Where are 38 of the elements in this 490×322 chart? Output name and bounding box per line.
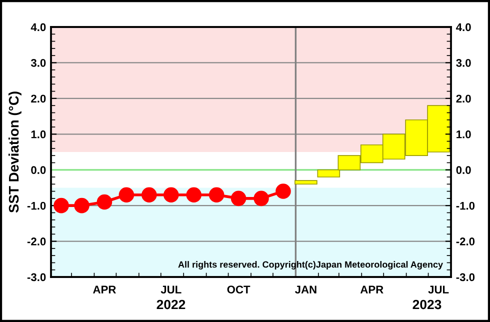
point bbox=[142, 187, 157, 202]
point bbox=[276, 184, 291, 199]
y-tick-label: -1.0 bbox=[27, 202, 46, 210]
x-tick-label: OCT bbox=[227, 286, 250, 294]
y2-tick-label: 0.0 bbox=[456, 166, 471, 174]
point bbox=[96, 194, 112, 210]
y2-tick-label: 3.0 bbox=[456, 58, 471, 67]
x-tick-label: JUL bbox=[160, 286, 182, 294]
point bbox=[254, 190, 269, 206]
x-tick-label: JAN bbox=[295, 286, 316, 294]
text: 2023 bbox=[412, 300, 442, 310]
y-axis-title: SST Deviation (°C) bbox=[8, 92, 22, 213]
y2-tick-label: 2.0 bbox=[456, 94, 471, 103]
y-tick-label: -3.0 bbox=[27, 273, 46, 282]
point bbox=[54, 198, 69, 214]
point bbox=[164, 187, 179, 202]
point bbox=[208, 187, 224, 202]
point bbox=[186, 187, 202, 202]
y-tick-label: 1.0 bbox=[31, 130, 46, 138]
y-tick-label: 3.0 bbox=[30, 58, 46, 67]
y2-tick-label: -1.0 bbox=[456, 202, 475, 210]
annotation: All rights reserved. Copyright(c)Japan Meteorological Agency bbox=[178, 261, 443, 270]
x-tick-label: APR bbox=[93, 286, 116, 294]
point bbox=[118, 187, 134, 202]
text: 2022 bbox=[156, 300, 186, 310]
y-tick-label: 4.0 bbox=[30, 23, 46, 32]
x-tick-label: APR bbox=[360, 286, 384, 294]
y-tick-label: 0.0 bbox=[31, 166, 46, 174]
y2-tick-label: -3.0 bbox=[456, 273, 475, 282]
y2-tick-label: -2.0 bbox=[456, 238, 475, 246]
y2-tick-label: 4.0 bbox=[456, 23, 471, 32]
bar bbox=[294, 180, 318, 185]
x-tick-label: JUL bbox=[428, 286, 449, 294]
y-tick-label: -2.0 bbox=[27, 238, 46, 246]
y2-tick-label: 1.0 bbox=[456, 130, 471, 138]
point bbox=[74, 198, 90, 214]
y-tick-label: 2.0 bbox=[31, 94, 46, 103]
point bbox=[230, 190, 246, 206]
